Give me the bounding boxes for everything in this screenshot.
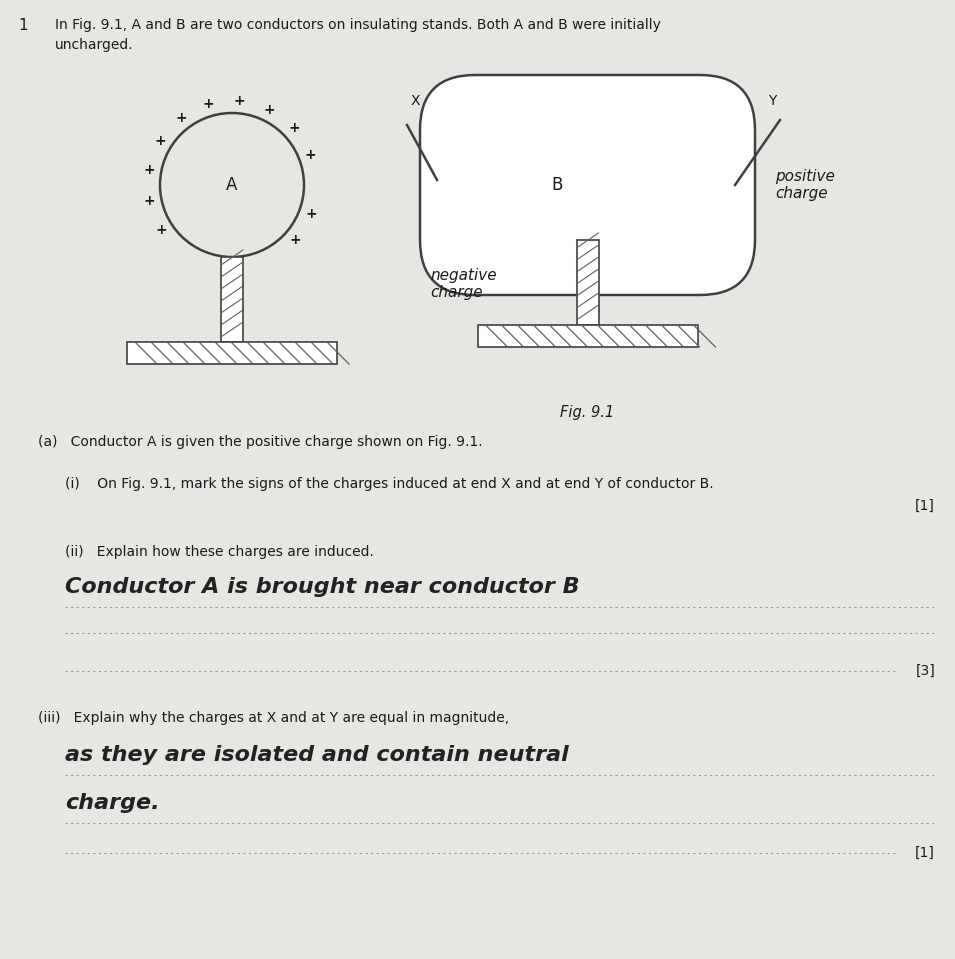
Text: (a)   Conductor A is given the positive charge shown on Fig. 9.1.: (a) Conductor A is given the positive ch… bbox=[38, 435, 482, 449]
Text: Y: Y bbox=[768, 94, 776, 108]
Text: [1]: [1] bbox=[915, 846, 935, 860]
Text: (iii)   Explain why the charges at X and at Y are equal in magnitude,: (iii) Explain why the charges at X and a… bbox=[38, 711, 509, 725]
Text: X: X bbox=[411, 94, 420, 108]
Text: negative
charge: negative charge bbox=[430, 268, 497, 300]
Text: [1]: [1] bbox=[915, 499, 935, 513]
Text: +: + bbox=[144, 195, 156, 208]
Text: as they are isolated and contain neutral: as they are isolated and contain neutral bbox=[65, 745, 569, 765]
Text: +: + bbox=[156, 223, 167, 237]
Bar bbox=[577, 240, 599, 325]
Text: +: + bbox=[202, 98, 214, 111]
Bar bbox=[478, 325, 697, 347]
Text: positive
charge: positive charge bbox=[775, 169, 835, 201]
Text: B: B bbox=[552, 176, 563, 194]
Text: Conductor A is brought near conductor B: Conductor A is brought near conductor B bbox=[65, 577, 580, 597]
Text: (i)    On Fig. 9.1, mark the signs of the charges induced at end X and at end Y : (i) On Fig. 9.1, mark the signs of the c… bbox=[65, 477, 713, 491]
Text: +: + bbox=[288, 121, 300, 135]
Text: +: + bbox=[289, 233, 301, 247]
Text: +: + bbox=[143, 163, 155, 177]
Text: (ii)   Explain how these charges are induced.: (ii) Explain how these charges are induc… bbox=[65, 545, 373, 559]
Text: uncharged.: uncharged. bbox=[55, 38, 134, 52]
FancyBboxPatch shape bbox=[420, 75, 755, 295]
Text: In Fig. 9.1, A and B are two conductors on insulating stands. Both A and B were : In Fig. 9.1, A and B are two conductors … bbox=[55, 18, 661, 32]
Bar bbox=[221, 257, 243, 342]
Text: +: + bbox=[264, 103, 275, 117]
Text: 1: 1 bbox=[18, 18, 28, 33]
Text: A: A bbox=[226, 176, 238, 194]
Text: +: + bbox=[305, 148, 316, 161]
Text: +: + bbox=[155, 134, 166, 149]
Text: +: + bbox=[305, 207, 317, 221]
Text: [3]: [3] bbox=[915, 664, 935, 678]
Bar bbox=[127, 342, 337, 364]
Text: +: + bbox=[234, 94, 245, 108]
Text: charge.: charge. bbox=[65, 793, 159, 813]
Text: Fig. 9.1: Fig. 9.1 bbox=[561, 405, 615, 420]
Text: +: + bbox=[175, 111, 186, 126]
